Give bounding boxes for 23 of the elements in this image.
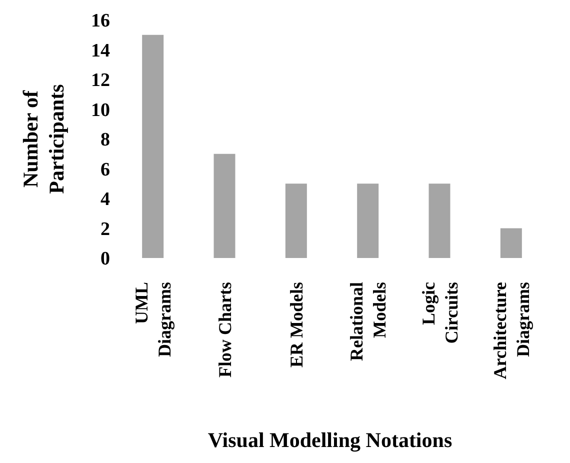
x-tick-label: Logic Circuits (418, 282, 462, 344)
bar (142, 34, 164, 258)
bar (357, 184, 379, 258)
y-tick-label: 10 (91, 100, 110, 121)
x-tick-label: ER Models (286, 282, 306, 368)
y-axis-title: Number of Participants (18, 84, 68, 194)
bar (500, 228, 522, 258)
x-axis-title: Visual Modelling Notations (208, 428, 452, 452)
bar (285, 184, 307, 258)
x-tick-label: UML Diagrams (132, 282, 175, 357)
bar (214, 154, 236, 258)
x-tick-label: Flow Charts (214, 282, 235, 378)
y-tick-label: 14 (91, 40, 110, 62)
y-tick-label: 6 (100, 159, 110, 180)
y-tick-label: 2 (100, 218, 110, 240)
y-tick-label: 16 (91, 10, 110, 32)
x-tick-label: Relational Models (346, 282, 390, 361)
y-tick-label: 0 (100, 248, 110, 270)
x-tick-label: Architecture Diagrams (490, 282, 533, 380)
y-tick-label: 8 (100, 130, 110, 151)
bar (428, 184, 450, 258)
y-tick-label: 12 (91, 70, 110, 92)
y-tick-label: 4 (100, 189, 110, 210)
